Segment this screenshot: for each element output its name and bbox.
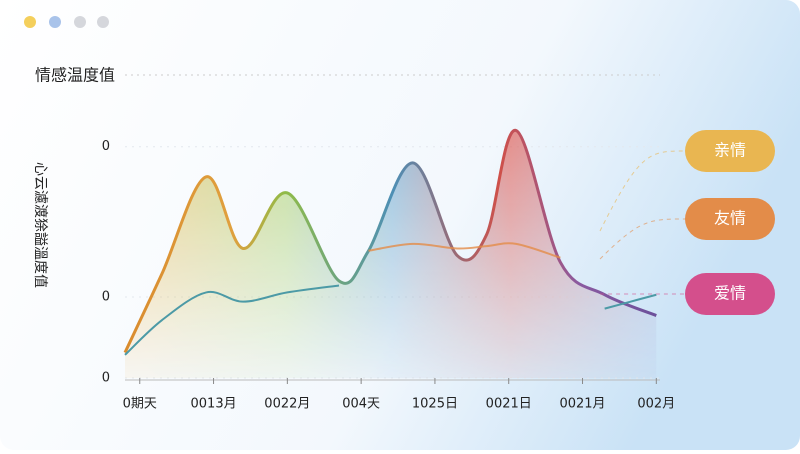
- x-tick-label: 0022月: [264, 397, 310, 412]
- legend-pill[interactable]: [685, 273, 775, 315]
- x-tick-label: 0013月: [191, 397, 237, 412]
- window-dot[interactable]: [97, 16, 109, 28]
- legend-connector: [599, 218, 686, 260]
- y-tick-label: 0: [102, 139, 110, 154]
- window-dot[interactable]: [49, 16, 61, 28]
- legend-pill[interactable]: [685, 198, 775, 240]
- x-tick-label: 0期天: [123, 397, 157, 412]
- series-line: [124, 284, 657, 356]
- legend-connector: [599, 150, 686, 232]
- y-axis-label: 心云濾渡狳謚溫度值: [32, 162, 48, 288]
- x-tick-label: 002月: [637, 397, 675, 412]
- series-line: [368, 242, 561, 259]
- x-tick-label: 1025日: [412, 397, 458, 412]
- legend-pill[interactable]: [685, 130, 775, 172]
- series-line: [123, 129, 657, 354]
- area: [125, 130, 657, 378]
- x-tick-label: 0021月: [559, 397, 605, 412]
- window-dot[interactable]: [74, 16, 86, 28]
- plot: 0 0 0 0期天 0013月 0022月 004天 1025日 0021日 0021月 002月 亲…: [102, 129, 775, 412]
- y-tick-label: 0: [102, 290, 110, 305]
- window-dot[interactable]: [24, 16, 36, 28]
- legend-label: 友情: [714, 209, 746, 228]
- legend-label: 爱情: [714, 284, 746, 303]
- x-tick-label: 0021日: [486, 397, 532, 412]
- y-tick-label: 0: [102, 371, 110, 386]
- x-tick-label: 004天: [342, 397, 380, 412]
- legend-label: 亲情: [714, 141, 746, 160]
- chart-title: 情感温度值: [35, 66, 115, 85]
